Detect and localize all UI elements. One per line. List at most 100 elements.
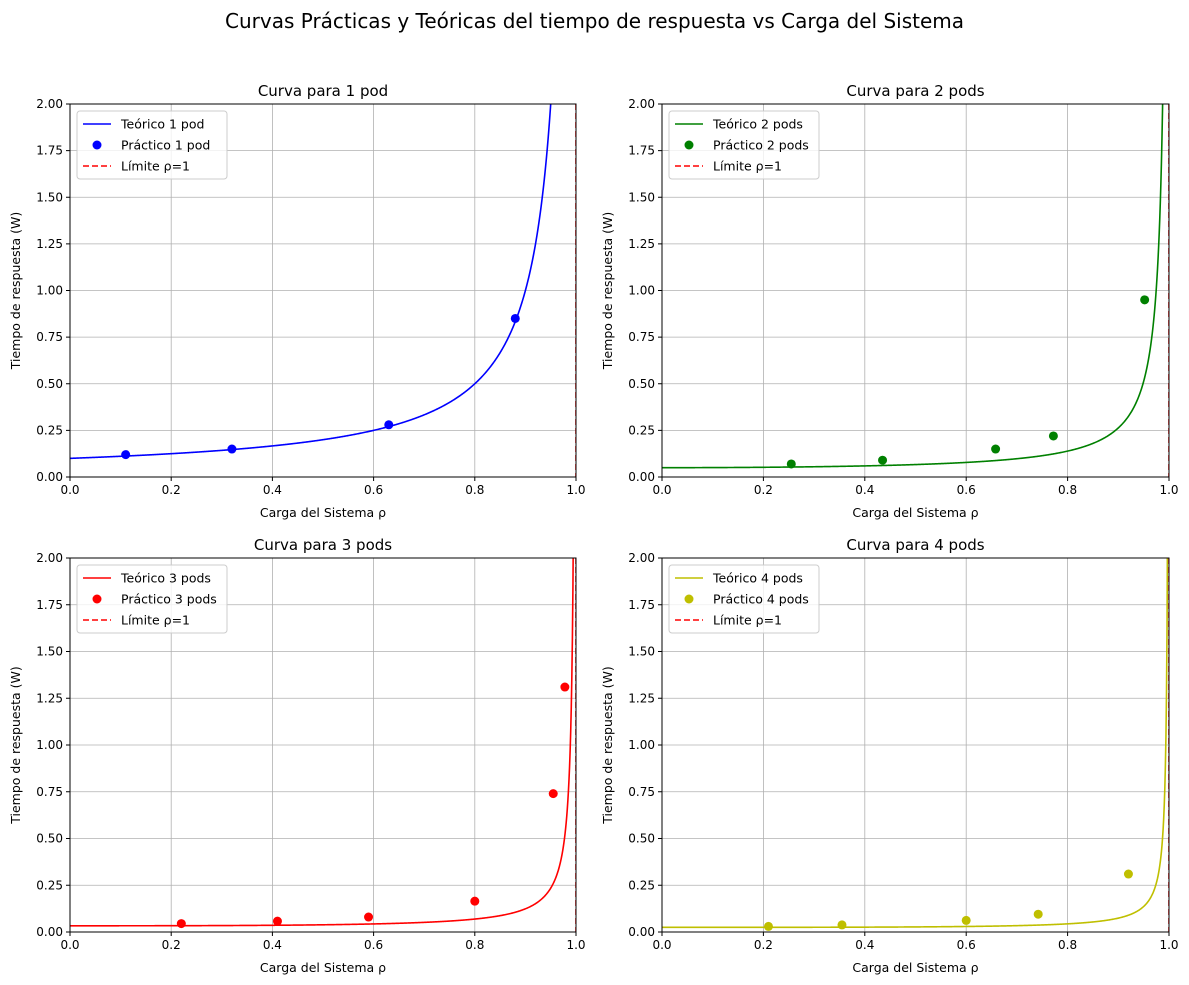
y-tick-label: 1.75	[628, 144, 655, 158]
x-tick-label: 0.6	[364, 483, 383, 497]
legend-label: Teórico 3 pods	[120, 571, 211, 586]
practical-point	[560, 682, 570, 692]
legend-label: Límite ρ=1	[713, 613, 782, 628]
y-tick-label: 0.00	[36, 925, 63, 939]
y-tick-label: 1.25	[628, 237, 655, 251]
x-tick-label: 0.4	[855, 938, 874, 952]
practical-point	[1048, 431, 1058, 441]
practical-point	[272, 916, 282, 926]
x-tick-label: 0.0	[60, 483, 79, 497]
y-axis-label: Tiempo de respuesta (W)	[600, 212, 615, 371]
practical-point	[786, 459, 796, 469]
subplot-title: Curva para 3 pods	[254, 536, 392, 554]
x-tick-label: 0.2	[754, 938, 773, 952]
y-tick-label: 0.75	[36, 785, 63, 799]
x-axis-label: Carga del Sistema ρ	[260, 960, 386, 975]
practical-point	[1033, 909, 1043, 919]
y-tick-label: 0.00	[628, 925, 655, 939]
legend-box	[668, 564, 820, 634]
legend-marker-swatch	[684, 140, 694, 150]
practical-point	[384, 420, 394, 430]
x-tick-label: 0.2	[162, 938, 181, 952]
y-tick-label: 1.25	[628, 691, 655, 705]
plot-area	[70, 558, 576, 932]
practical-point	[470, 896, 480, 906]
y-axis-label: Tiempo de respuesta (W)	[600, 666, 615, 825]
y-tick-label: 0.50	[628, 377, 655, 391]
x-tick-label: 0.6	[957, 938, 976, 952]
legend-box	[668, 110, 820, 180]
legend: Teórico 1 pod Práctico 1 pod Límite ρ=1	[76, 110, 228, 180]
legend: Teórico 3 pods Práctico 3 pods Límite ρ=1	[76, 564, 228, 634]
legend-label: Práctico 4 pods	[713, 592, 809, 607]
y-tick-label: 0.00	[628, 470, 655, 484]
y-tick-label: 1.75	[628, 598, 655, 612]
y-tick-label: 2.00	[36, 97, 63, 111]
x-tick-label: 1.0	[1159, 483, 1178, 497]
subplot-title: Curva para 4 pods	[846, 536, 984, 554]
legend: Teórico 4 pods Práctico 4 pods Límite ρ=1	[668, 564, 820, 634]
y-tick-label: 1.75	[36, 144, 63, 158]
y-tick-label: 2.00	[628, 97, 655, 111]
plot-area	[70, 104, 576, 477]
y-tick-label: 0.75	[36, 330, 63, 344]
practical-point	[961, 915, 971, 925]
legend-label: Límite ρ=1	[121, 613, 190, 628]
legend-label: Teórico 2 pods	[712, 117, 803, 132]
subplot-title: Curva para 1 pod	[258, 82, 388, 100]
practical-point	[176, 919, 186, 929]
y-tick-label: 1.00	[36, 284, 63, 298]
plot-area	[662, 558, 1169, 932]
subplot-4: 0.0 0.2 0.4 0.6 0.8 1.0 0.00 0.25 0.50 0.75 1.00 1.…	[600, 536, 1179, 975]
x-tick-label: 1.0	[1159, 938, 1178, 952]
subplot-title: Curva para 2 pods	[846, 82, 984, 100]
y-tick-label: 2.00	[628, 551, 655, 565]
legend-label: Teórico 4 pods	[712, 571, 803, 586]
x-tick-label: 0.4	[263, 938, 282, 952]
theoretical-curve	[70, 104, 552, 460]
legend-label: Límite ρ=1	[121, 159, 190, 174]
y-tick-label: 1.50	[36, 645, 63, 659]
y-tick-label: 1.50	[628, 645, 655, 659]
y-tick-label: 0.50	[36, 377, 63, 391]
x-tick-label: 0.0	[652, 483, 671, 497]
y-tick-label: 1.25	[36, 691, 63, 705]
y-tick-label: 1.50	[628, 190, 655, 204]
figure-suptitle: Curvas Prácticas y Teóricas del tiempo d…	[225, 9, 964, 33]
practical-point	[1123, 869, 1133, 879]
legend-label: Práctico 2 pods	[713, 138, 809, 153]
x-axis-label: Carga del Sistema ρ	[852, 505, 978, 520]
y-tick-label: 0.25	[628, 423, 655, 437]
practical-point	[763, 921, 773, 931]
practical-point	[991, 444, 1001, 454]
y-tick-label: 0.25	[36, 423, 63, 437]
legend-box	[76, 110, 228, 180]
y-tick-label: 1.50	[36, 190, 63, 204]
legend-marker-swatch	[684, 594, 694, 604]
theoretical-curve	[662, 104, 1164, 469]
legend-marker-swatch	[92, 594, 102, 604]
y-tick-label: 0.00	[36, 470, 63, 484]
x-tick-label: 0.2	[754, 483, 773, 497]
x-tick-label: 0.4	[263, 483, 282, 497]
legend-label: Teórico 1 pod	[120, 117, 204, 132]
y-tick-label: 0.75	[628, 330, 655, 344]
y-tick-label: 1.00	[36, 738, 63, 752]
x-tick-label: 0.0	[652, 938, 671, 952]
legend-label: Práctico 1 pod	[121, 138, 210, 153]
practical-point	[121, 450, 131, 460]
x-axis-label: Carga del Sistema ρ	[260, 505, 386, 520]
x-tick-label: 0.8	[1058, 938, 1077, 952]
y-tick-label: 0.25	[628, 878, 655, 892]
legend-label: Límite ρ=1	[713, 159, 782, 174]
practical-point	[837, 920, 847, 930]
x-tick-label: 1.0	[566, 938, 585, 952]
x-tick-label: 0.8	[465, 938, 484, 952]
y-axis-label: Tiempo de respuesta (W)	[8, 212, 23, 371]
x-tick-label: 0.8	[1058, 483, 1077, 497]
x-tick-label: 0.8	[465, 483, 484, 497]
legend-label: Práctico 3 pods	[121, 592, 217, 607]
subplot-1: 0.0 0.2 0.4 0.6 0.8 1.0 0.00 0.25 0.50 0.75 1.00 1.…	[8, 82, 586, 520]
legend-marker-swatch	[92, 140, 102, 150]
